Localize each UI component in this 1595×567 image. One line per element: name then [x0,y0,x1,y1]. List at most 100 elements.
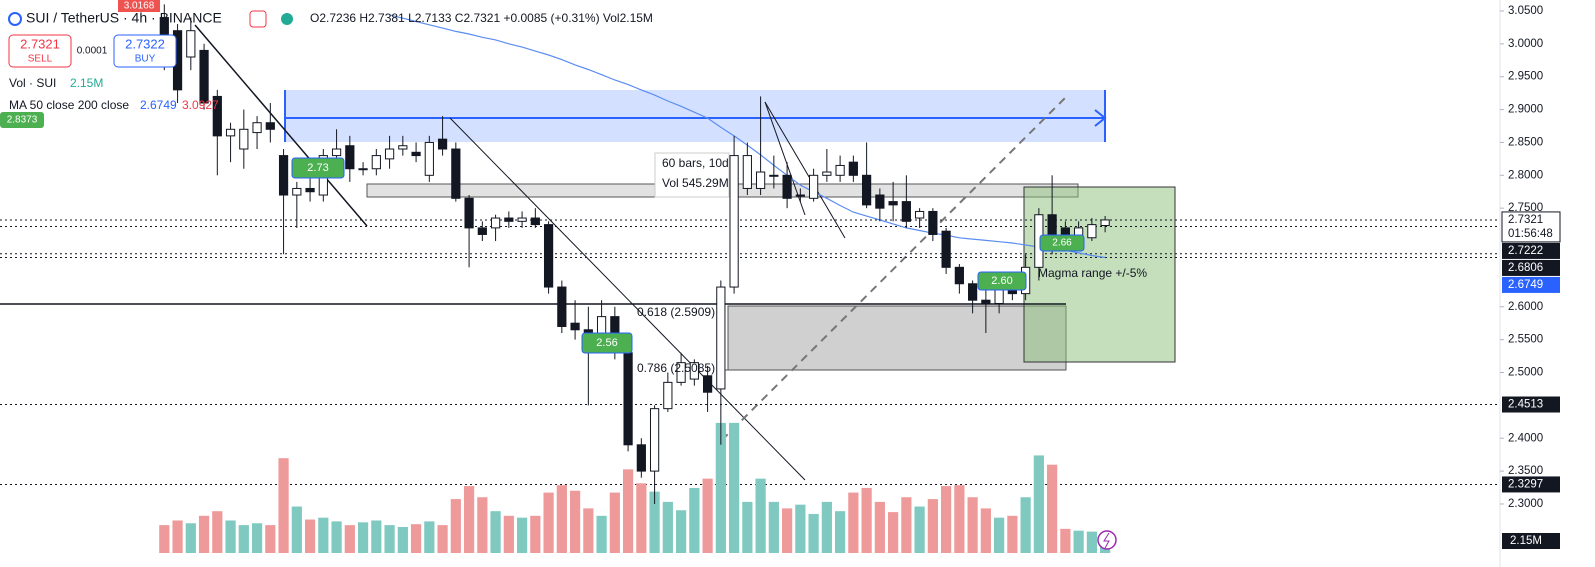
candle-body [437,138,448,150]
volume-bar [888,512,899,553]
candle-body [676,362,686,383]
y-tick-label: 2.6000 [1508,301,1543,313]
candle-body [915,210,925,219]
price-tag [1502,476,1560,493]
candle-body [702,375,713,393]
candle-body [358,168,368,171]
info-box [654,152,730,198]
candle-body [1087,224,1097,239]
volume-bar [742,501,753,553]
buy-button[interactable] [113,34,177,68]
ma200-value: 3.0927 [182,98,219,112]
volume-bar [424,521,435,553]
volume-bar [689,487,700,553]
ma50-value: 2.6749 [140,98,177,112]
status-dot [281,13,293,25]
volume-bar [609,492,620,553]
flag-button[interactable] [249,10,267,28]
candle-body [411,151,421,157]
candle-body [212,95,222,137]
volume-bar [795,504,806,553]
volume-bar [1020,497,1031,553]
volume-bar [901,497,912,553]
zone-box [727,305,1067,371]
candle-body [928,210,938,235]
candle-body [822,171,832,176]
volume-bar [450,499,461,553]
price-tag-label: 2.7222 [1508,245,1543,257]
candle-body [543,224,554,288]
volume-bar [463,486,475,553]
volume-bar [980,508,991,553]
price-tag-label: 2.6749 [1508,279,1543,291]
y-tick-label: 2.8500 [1508,136,1543,148]
ma-legend: MA 50 close 200 close [9,98,129,112]
spread: 0.0001 [77,46,108,57]
candle-body [252,122,262,134]
volume-bar [636,483,647,553]
tag-label: 3.0168 [124,1,155,12]
volume-bar [967,497,978,553]
candle-body [345,145,355,170]
candle-body [835,164,845,176]
sell-price: 2.7321 [20,36,60,51]
candle-body [636,444,646,472]
price-tag [1502,242,1560,259]
pill [0,112,44,128]
fib-label: 0.618 (2.5909) [637,305,715,319]
volume-bar [994,517,1005,553]
volume-bar [477,497,488,553]
candle-body [504,217,514,222]
range-box [285,90,1105,142]
y-tick-label: 2.3500 [1508,465,1543,477]
volume-bar [914,506,925,553]
volume-bar [662,501,673,553]
volume-bar [768,501,779,553]
pill-label: 2.8373 [7,115,38,126]
sell-button[interactable] [8,34,72,68]
candle-body [888,201,898,206]
volume-bar [318,517,329,553]
symbol: SUI / TetherUS · 4h · BINANCE [26,10,222,26]
candle-body [808,174,819,199]
volume-bar [808,513,819,553]
volume-bar [834,511,846,553]
bars-label: 60 bars, 10d [662,156,729,170]
candle-body [901,201,911,222]
volume-bar [569,490,581,553]
price-tag [1502,259,1560,276]
candle-body [623,352,633,446]
price-tag [1502,276,1560,293]
candle-body [649,408,660,472]
volume-bar [702,478,713,553]
candle-body [663,381,673,410]
candle-body [795,194,805,197]
candle-body [941,230,951,268]
volume-bar [530,515,541,553]
volume-bar [331,521,342,553]
candle-body [596,316,607,334]
volume-bar [397,526,408,553]
symbol-icon [8,12,22,26]
volume-bar [172,520,183,553]
candle-body [331,148,342,157]
volume-bar [384,525,395,553]
pill-label: 2.60 [991,275,1012,287]
candle-body [239,128,249,150]
candle-body [689,362,699,380]
volume-bar [212,511,223,553]
volume-bar [278,458,289,553]
volume-bar [503,515,514,553]
candle-body [292,187,302,196]
replay-button[interactable] [1097,530,1117,550]
dashed-line [721,94,1069,441]
candle-body [384,148,395,160]
price-tag [1502,396,1560,413]
candle-body [968,283,978,301]
volume-bar [344,525,355,553]
countdown: 01:56:48 [1508,228,1553,240]
volume-bar [1033,455,1044,553]
candle-body [265,122,275,130]
y-tick-label: 2.9500 [1508,71,1543,83]
y-tick-label: 2.5500 [1508,334,1543,346]
